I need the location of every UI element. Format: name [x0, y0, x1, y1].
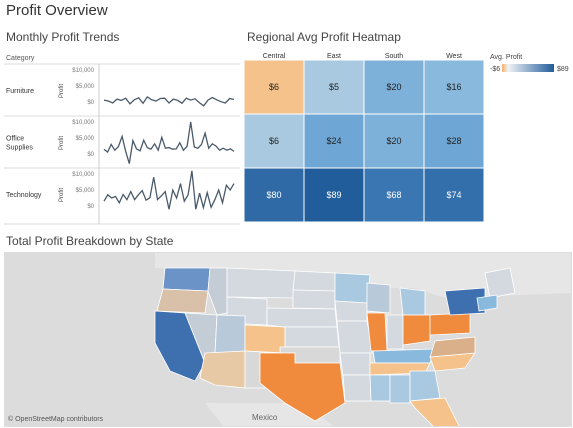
trend-axis-label: Profit: [59, 84, 65, 98]
trend-tick-label: $5,000: [76, 188, 95, 194]
state-idaho[interactable]: [207, 267, 228, 316]
heatmap-cell[interactable]: [423, 113, 485, 169]
legend-color-ramp: [502, 64, 554, 72]
heatmap-cell[interactable]: [243, 113, 305, 169]
heatmap-cell[interactable]: [363, 59, 425, 115]
heatmap-cell[interactable]: [243, 167, 305, 223]
heatmap-cell-label: $16: [446, 82, 461, 92]
trend-tick-label: $10,000: [72, 120, 94, 126]
state-montana[interactable]: [226, 267, 296, 299]
trend-line[interactable]: [103, 96, 235, 107]
heatmap-cell-label: $89: [326, 190, 341, 200]
state-south-dakota[interactable]: [292, 289, 336, 310]
heatmap-cell-label: $5: [329, 82, 339, 92]
trend-tick-label: $0: [87, 204, 94, 210]
trend-tick-label: $10,000: [72, 68, 94, 74]
trend-row-label: Furniture: [6, 88, 34, 95]
trend-tick-label: $5,000: [76, 136, 95, 142]
state-nebraska[interactable]: [266, 307, 338, 328]
heatmap-cell[interactable]: [303, 113, 365, 169]
state-minnesota[interactable]: [334, 272, 371, 304]
heatmap-column-header: West: [446, 53, 462, 60]
state-pennsylvania[interactable]: [429, 312, 471, 336]
trend-line[interactable]: [103, 121, 235, 164]
page-title: Profit Overview: [6, 2, 108, 19]
profit-trends-chart[interactable]: Category Furniture Profit$10,000$5,000$0O…: [4, 50, 240, 225]
state-new-york[interactable]: [444, 287, 486, 316]
state-indiana[interactable]: [386, 314, 404, 350]
state-arkansas[interactable]: [339, 352, 371, 376]
state-utah[interactable]: [214, 314, 246, 354]
trend-tick-label: $0: [87, 100, 94, 106]
heatmap-cell-label: $80: [266, 190, 281, 200]
state-illinois[interactable]: [366, 312, 388, 352]
state-ohio[interactable]: [402, 314, 431, 346]
us-state-choropleth[interactable]: [5, 253, 572, 427]
state-oregon[interactable]: [156, 288, 209, 314]
state-iowa[interactable]: [334, 300, 368, 322]
heatmap-column-header: East: [327, 53, 341, 60]
heatmap-cell-label: $68: [386, 190, 401, 200]
trend-tick-label: $5,000: [76, 84, 95, 90]
heatmap-cell-label: $20: [386, 136, 401, 146]
legend-max: $89: [557, 66, 569, 73]
heatmap-cell-label: $24: [326, 136, 341, 146]
trends-title: Monthly Profit Trends: [6, 30, 120, 44]
trend-row-label: Office Supplies: [6, 136, 33, 152]
map-title: Total Profit Breakdown by State: [6, 234, 174, 248]
trend-axis-label: Profit: [59, 136, 65, 150]
state-maine[interactable]: [484, 267, 516, 299]
state-wisconsin[interactable]: [366, 282, 391, 314]
state-georgia[interactable]: [409, 370, 441, 402]
heatmap-cell-label: $74: [446, 190, 461, 200]
heatmap-title: Regional Avg Profit Heatmap: [247, 30, 401, 44]
heatmap-cell[interactable]: [243, 59, 305, 115]
heatmap-cell[interactable]: [423, 59, 485, 115]
state-florida[interactable]: [409, 397, 460, 427]
trend-row[interactable]: Furniture Profit $10,000 $5,000 $0: [6, 68, 235, 107]
state-new-england[interactable]: [476, 294, 498, 312]
trend-axis-label: Profit: [59, 188, 65, 202]
state-north-dakota[interactable]: [292, 270, 336, 292]
state-alabama[interactable]: [389, 374, 411, 404]
map-credit: © OpenStreetMap contributors: [8, 416, 104, 423]
legend-title: Avg. Profit: [490, 54, 522, 61]
state-washington[interactable]: [162, 267, 211, 292]
state-texas[interactable]: [259, 352, 346, 422]
state-louisiana[interactable]: [342, 374, 372, 402]
trend-tick-label: $0: [87, 152, 94, 158]
trend-row[interactable]: Technology Profit $10,000 $5,000 $0: [6, 170, 235, 211]
state-colorado[interactable]: [244, 324, 286, 354]
heatmap-cell[interactable]: [363, 167, 425, 223]
trend-row-label: Technology: [6, 192, 42, 199]
heatmap-cell-label: $6: [269, 136, 279, 146]
heatmap-cell[interactable]: [423, 167, 485, 223]
category-header: Category: [6, 55, 35, 62]
state-arizona[interactable]: [199, 350, 246, 389]
state-kentucky[interactable]: [372, 348, 436, 364]
trend-tick-label: $10,000: [72, 172, 94, 178]
heatmap-cell-label: $20: [386, 82, 401, 92]
state-michigan[interactable]: [399, 287, 426, 316]
state-profit-map[interactable]: © OpenStreetMap contributors Mexico: [4, 252, 572, 427]
heatmap-column-header: South: [385, 53, 403, 60]
heatmap-cell[interactable]: [363, 113, 425, 169]
heatmap-cell-label: $6: [269, 82, 279, 92]
country-label-mexico: Mexico: [252, 413, 278, 422]
state-missouri[interactable]: [336, 320, 374, 354]
state-mississippi[interactable]: [369, 374, 391, 402]
state-virginia[interactable]: [429, 336, 476, 358]
state-kansas[interactable]: [284, 326, 340, 348]
legend-min: -$6: [490, 66, 500, 73]
heatmap-column-header: Central: [263, 53, 286, 60]
trend-line[interactable]: [103, 170, 235, 211]
regional-heatmap[interactable]: Central East South West $6 $5 $20 $16 $6 $24 $20 $…: [240, 50, 573, 225]
trend-row[interactable]: Office Supplies Profit $10,000 $5,000 $0: [6, 120, 235, 164]
heatmap-cell-label: $28: [446, 136, 461, 146]
